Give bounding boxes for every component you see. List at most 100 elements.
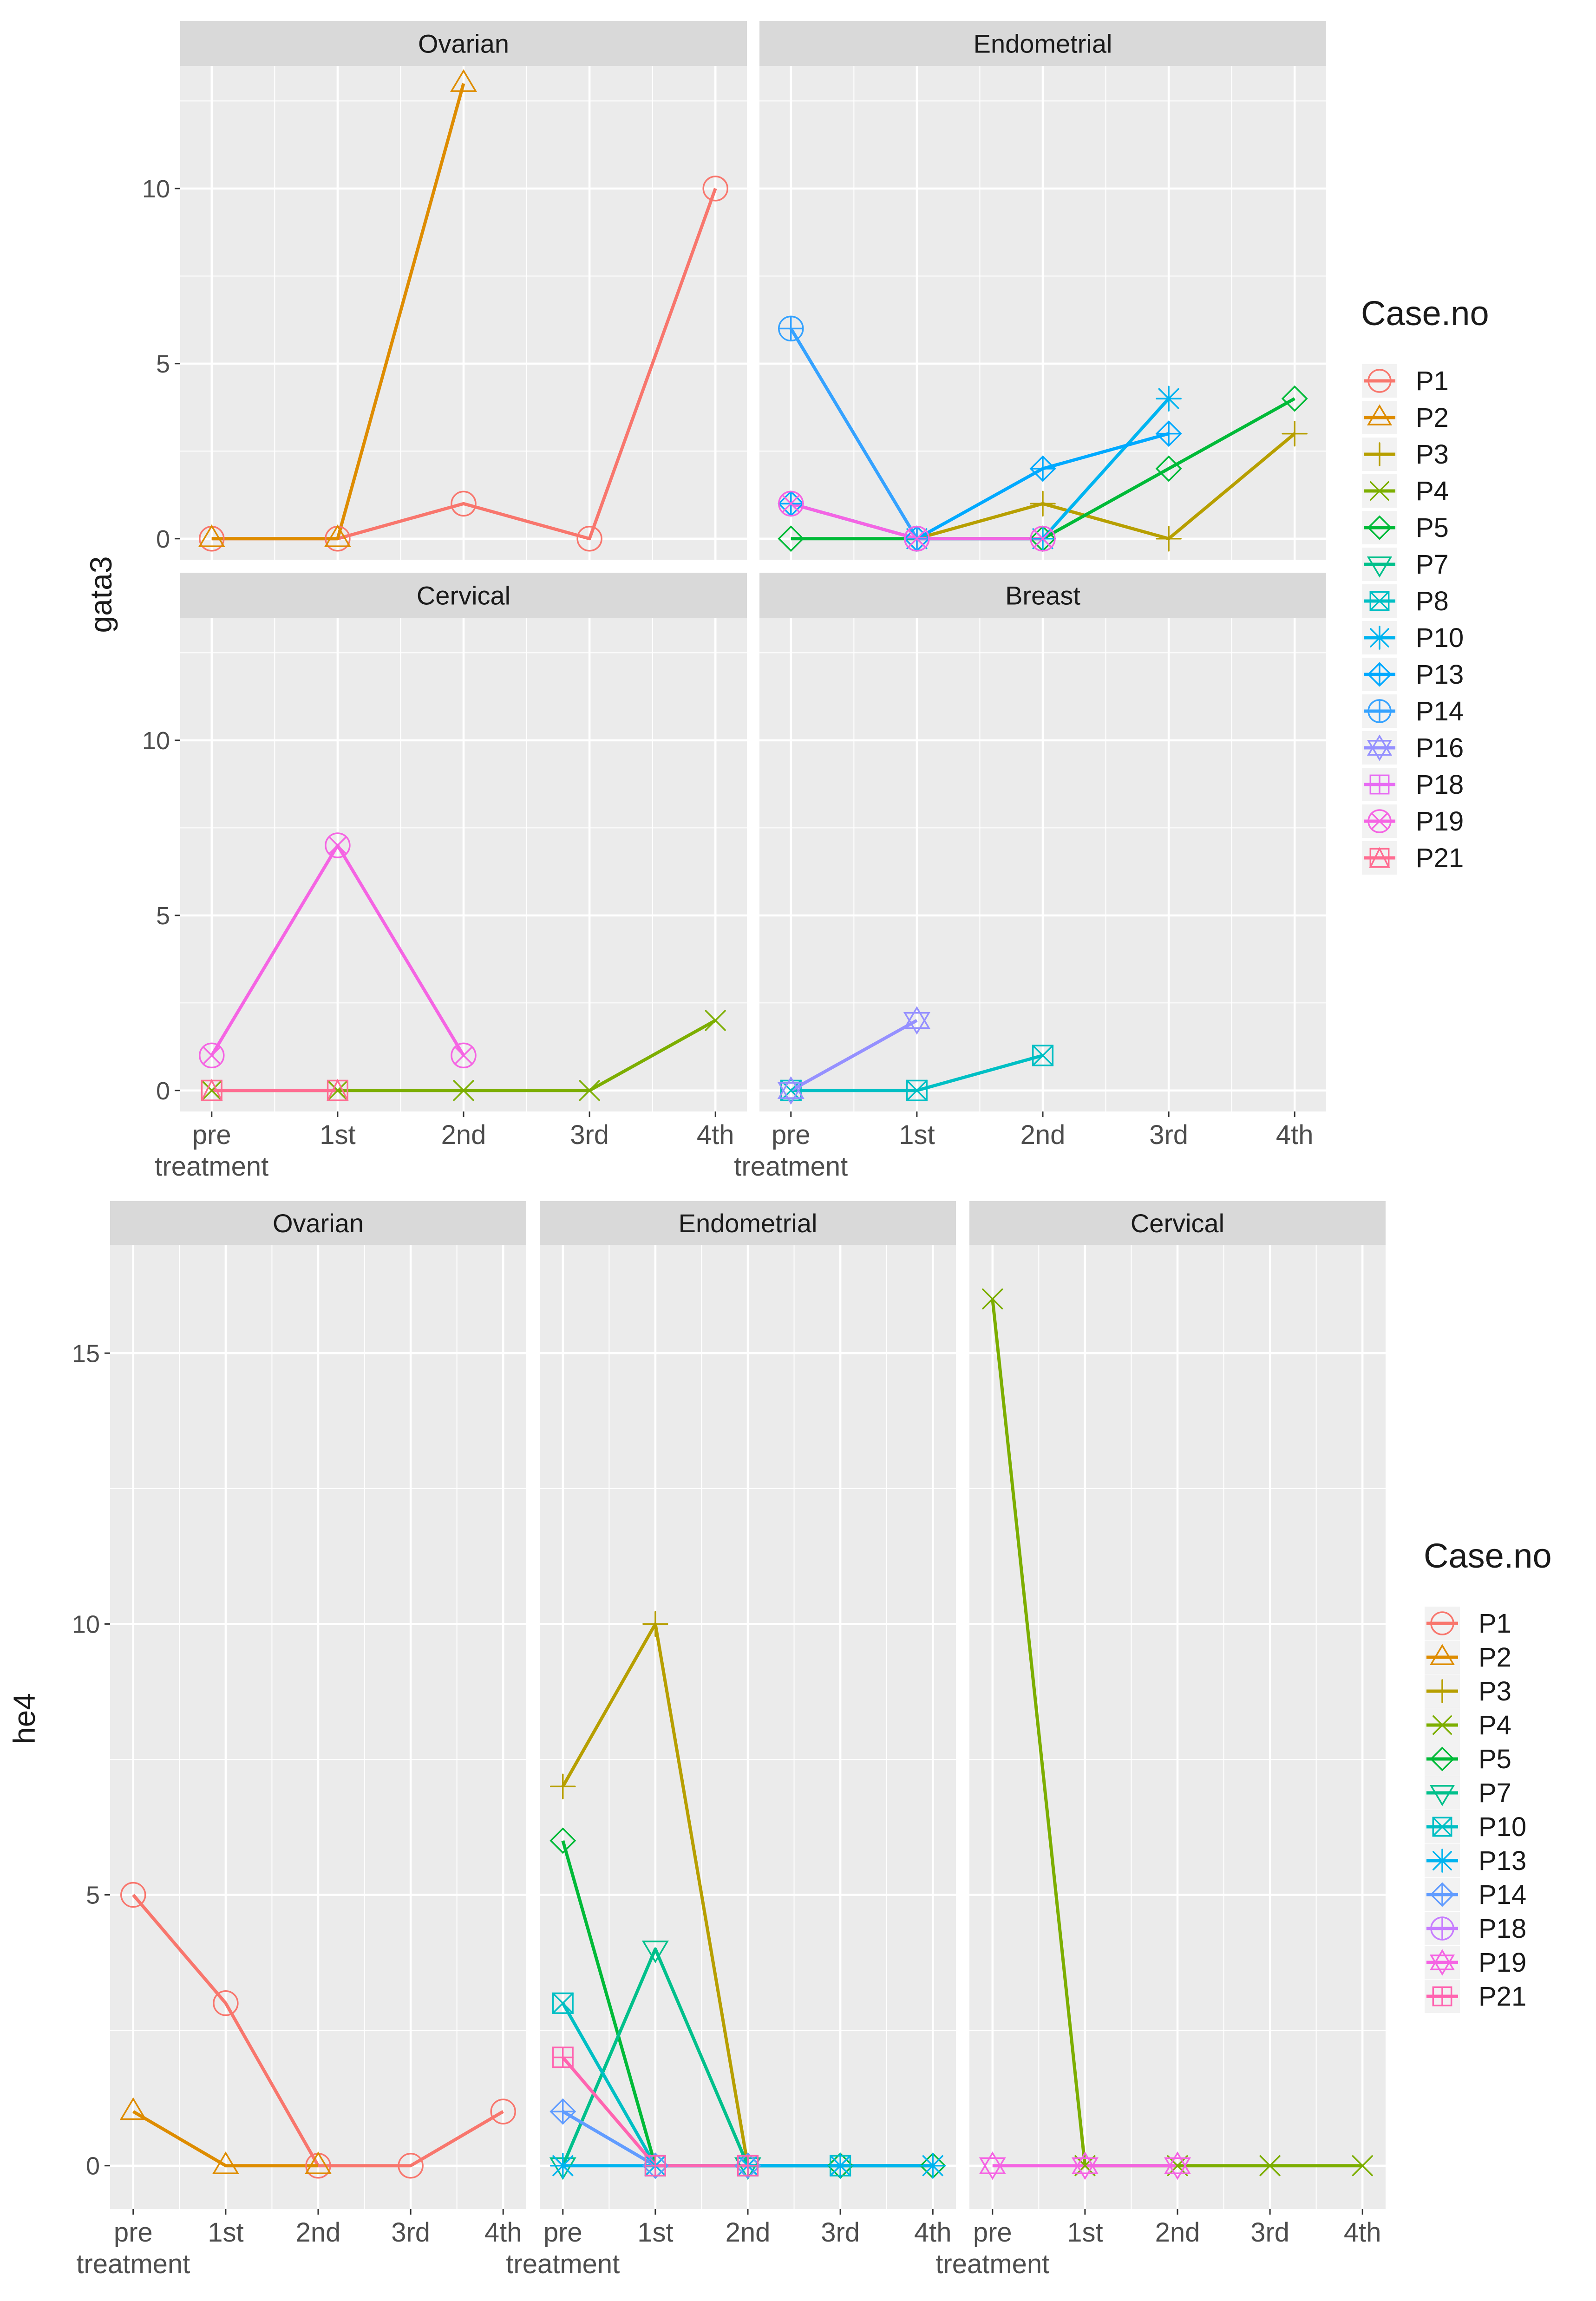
facet-title: Cervical xyxy=(1131,1209,1224,1238)
legend-key-symbol xyxy=(1429,1644,1455,1665)
x-tick-label: 1st xyxy=(637,2217,673,2248)
data-point-p4 xyxy=(327,1080,348,1101)
legend-item-p16: P16 xyxy=(1362,731,1464,765)
data-point-p2 xyxy=(198,524,225,547)
x-tick-label: pre treatment xyxy=(76,2217,190,2279)
legend-key-symbol xyxy=(1367,442,1392,466)
legend-item-p18: P18 xyxy=(1425,1912,1526,1945)
legend-label: P19 xyxy=(1416,806,1464,837)
x-tick-label: 2nd xyxy=(1155,2217,1200,2248)
data-point-p3 xyxy=(1156,526,1182,552)
legend-label: P5 xyxy=(1416,513,1449,543)
data-point-p3 xyxy=(1282,420,1308,447)
facet-strip xyxy=(110,1201,526,1245)
legend: Case.no P1 P2 P3 P4 P5 P7 P8 P10 P13 P14 P16 P18 P19 P… xyxy=(1361,294,1489,875)
facet-strip xyxy=(759,573,1326,618)
data-point-p7 xyxy=(641,1941,669,1963)
series-line-p2 xyxy=(132,2110,318,2168)
legend-item-p19: P19 xyxy=(1425,1946,1526,1979)
x-tick-label: pre treatment xyxy=(935,2217,1049,2279)
data-point-p13 xyxy=(1029,455,1056,482)
data-point-p1 xyxy=(451,490,477,517)
data-point-p8 xyxy=(906,1079,928,1101)
panel-cervical: Cervical pre treatment 1st 2nd 3rd 4th xyxy=(935,1201,1386,2279)
legend-key-symbol xyxy=(1367,515,1392,540)
legend-item-p4: P4 xyxy=(1425,1708,1511,1742)
facet-strip xyxy=(969,1201,1386,1245)
y-tick-label: 5 xyxy=(156,902,170,930)
facet-strip xyxy=(180,21,747,66)
y-axis-title: gata3 xyxy=(84,556,118,633)
legend-key-symbol xyxy=(1367,556,1393,578)
data-point-p1 xyxy=(398,2152,424,2179)
data-point-p19 xyxy=(904,526,930,552)
data-point-p19 xyxy=(1071,2151,1099,2180)
x-tick-label: 4th xyxy=(914,2217,952,2248)
legend-label: P16 xyxy=(1416,733,1464,763)
data-point-p8 xyxy=(780,1079,802,1101)
x-tick-label: pre treatment xyxy=(155,1120,268,1182)
x-tick-label: 2nd xyxy=(296,2217,341,2248)
legend-item-p1: P1 xyxy=(1425,1607,1511,1640)
legend-label: P2 xyxy=(1478,1642,1511,1673)
y-tick-label: 0 xyxy=(156,525,170,553)
data-point-p5 xyxy=(1155,455,1182,482)
legend-key-symbol xyxy=(1367,734,1393,761)
legend-label: P2 xyxy=(1416,403,1449,433)
data-point-p21 xyxy=(644,2155,666,2177)
data-point-p16 xyxy=(903,1006,930,1035)
x-tick-label: 1st xyxy=(320,1120,355,1150)
series-line-p2 xyxy=(211,83,465,541)
data-point-p14 xyxy=(778,315,804,342)
legend-label: P8 xyxy=(1416,586,1449,616)
legend-key-symbol xyxy=(1369,847,1390,868)
legend-label: P18 xyxy=(1478,1914,1526,1944)
legend-label: P3 xyxy=(1416,439,1449,470)
facet-title: Endometrial xyxy=(679,1209,818,1238)
x-tick-label: pre treatment xyxy=(506,2217,620,2279)
panel-ovarian: Ovarian 0 5 10 xyxy=(142,21,747,560)
legend-key-symbol xyxy=(1367,404,1393,425)
legend-label: P3 xyxy=(1478,1676,1511,1706)
x-tick-label: 2nd xyxy=(726,2217,771,2248)
data-point-p3 xyxy=(1030,490,1056,517)
y-tick-label: 10 xyxy=(142,727,170,755)
data-point-p13 xyxy=(920,2152,946,2179)
data-point-p8 xyxy=(1032,1045,1054,1066)
facet-title: Breast xyxy=(1005,581,1080,610)
data-point-p2 xyxy=(212,2151,239,2174)
legend-item-p4: P4 xyxy=(1362,474,1449,508)
legend-label: P13 xyxy=(1478,1846,1526,1876)
legend-item-p3: P3 xyxy=(1425,1674,1511,1708)
facet-title: Cervical xyxy=(417,581,510,610)
legend-label: P21 xyxy=(1416,843,1464,873)
data-point-p21 xyxy=(737,2155,759,2177)
data-point-p3 xyxy=(550,1773,576,1800)
y-tick-label: 0 xyxy=(156,1077,170,1105)
x-tick-label: 3rd xyxy=(570,1120,609,1150)
x-tick-label: 4th xyxy=(484,2217,522,2248)
data-point-p19 xyxy=(979,2151,1006,2180)
legend-label: P1 xyxy=(1478,1608,1511,1639)
legend-item-p8: P8 xyxy=(1362,584,1449,618)
x-tick-label: 2nd xyxy=(1020,1120,1066,1150)
legend-key-symbol xyxy=(1429,1785,1455,1806)
data-point-p19 xyxy=(1030,526,1056,552)
legend-item-p10: P10 xyxy=(1425,1810,1526,1843)
legend-key-symbol xyxy=(1430,1611,1454,1635)
legend-key-symbol xyxy=(1430,1882,1455,1907)
legend-item-p5: P5 xyxy=(1362,511,1449,544)
y-tick-label: 0 xyxy=(86,2152,100,2180)
legend-item-p13: P13 xyxy=(1425,1844,1526,1877)
legend-item-p3: P3 xyxy=(1362,438,1449,471)
panel-ovarian: Ovarian 0 5 10 15 pre treatment 1st 2nd 3rd 4th xyxy=(72,1201,526,2279)
data-point-p13 xyxy=(550,2152,576,2179)
legend-item-p7: P7 xyxy=(1425,1776,1511,1810)
data-point-p1 xyxy=(120,1882,146,1908)
legend-label: P10 xyxy=(1416,623,1464,653)
x-tick-label: 3rd xyxy=(1250,2217,1289,2248)
gata3-faceted-chart: Ovarian 0 5 10 Endometrial Cervical 0 5 10 pre tre… xyxy=(84,21,1489,1182)
data-point-p4 xyxy=(579,1080,600,1101)
data-point-p1 xyxy=(702,176,728,202)
